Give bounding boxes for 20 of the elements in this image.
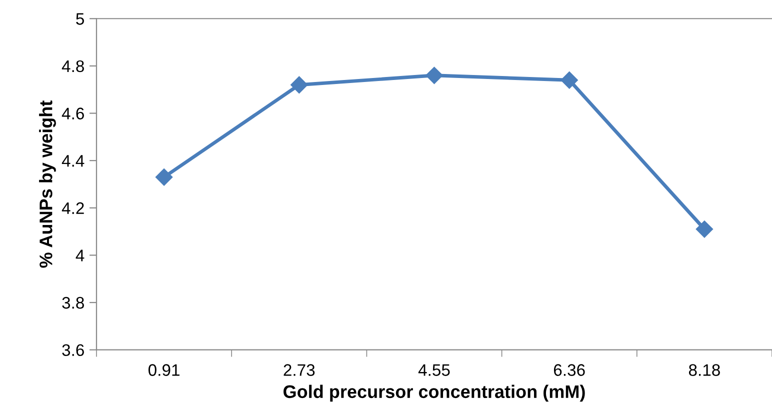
y-tick-label: 4.6 bbox=[62, 108, 84, 120]
y-tick-label: 3.6 bbox=[62, 344, 84, 356]
x-tick-label: 0.91 bbox=[148, 364, 180, 376]
x-tick-label: 4.55 bbox=[418, 364, 450, 376]
x-tick-label: 2.73 bbox=[284, 364, 315, 376]
y-tick-label: 5 bbox=[76, 13, 84, 25]
y-tick-label: 4.4 bbox=[62, 155, 84, 167]
y-axis-title: % AuNPs by weight bbox=[39, 100, 56, 268]
y-tick-label: 4.2 bbox=[62, 202, 84, 214]
y-tick-label: 4 bbox=[76, 250, 84, 262]
point bbox=[156, 168, 173, 186]
point bbox=[426, 66, 443, 84]
x-tick-label: 8.18 bbox=[688, 364, 720, 376]
point bbox=[560, 72, 578, 89]
y-tick-label: 4.8 bbox=[62, 60, 84, 72]
y-tick-label: 3.8 bbox=[62, 296, 84, 309]
x-tick-label: 6.36 bbox=[554, 364, 585, 376]
x-axis-title: Gold precursor concentration (mM) bbox=[284, 384, 585, 402]
point bbox=[696, 220, 713, 238]
point bbox=[290, 76, 308, 94]
